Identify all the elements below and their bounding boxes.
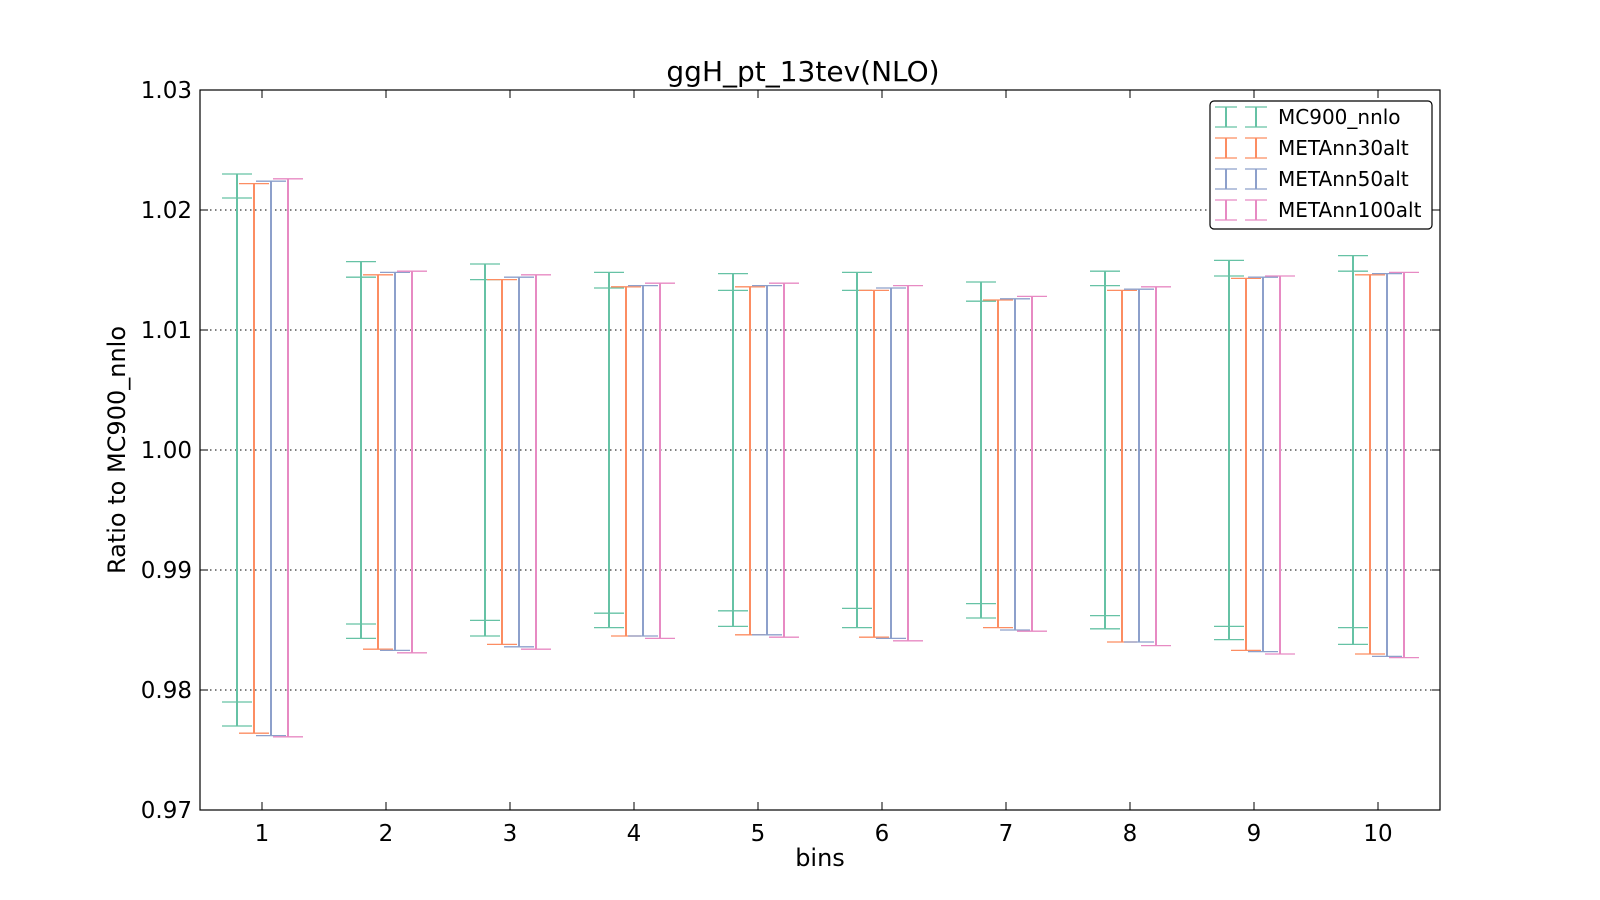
- y-axis-label: Ratio to MC900_nnlo: [103, 326, 131, 574]
- x-tick-label: 9: [1247, 821, 1262, 847]
- y-tick-label: 0.97: [141, 798, 192, 824]
- x-tick-label: 2: [379, 821, 394, 847]
- legend-label: MC900_nnlo: [1278, 105, 1401, 129]
- chart-title: ggH_pt_13tev(NLO): [666, 55, 939, 88]
- x-tick-label: 7: [999, 821, 1014, 847]
- y-tick-label: 0.98: [141, 678, 192, 704]
- legend-label: METAnn30alt: [1278, 136, 1409, 160]
- legend-item: METAnn30alt: [1215, 136, 1409, 160]
- x-tick-label: 3: [503, 821, 518, 847]
- x-tick-label: 5: [751, 821, 766, 847]
- y-tick-label: 1.01: [141, 318, 192, 344]
- grid-lines: [200, 209, 1440, 691]
- legend-item: MC900_nnlo: [1215, 105, 1401, 129]
- x-tick-label: 10: [1363, 821, 1392, 847]
- y-tick-label: 0.99: [141, 558, 192, 584]
- legend-item: METAnn100alt: [1215, 198, 1422, 222]
- legend: MC900_nnlo METAnn30alt METAnn50alt METAnn10…: [1209, 100, 1433, 230]
- x-axis-label: bins: [795, 844, 845, 872]
- legend-frame: [1209, 100, 1433, 230]
- x-tick-label: 1: [255, 821, 270, 847]
- x-tick-label: 8: [1123, 821, 1138, 847]
- y-tick-label: 1.00: [141, 438, 192, 464]
- legend-label: METAnn100alt: [1278, 198, 1422, 222]
- legend-label: METAnn50alt: [1278, 167, 1409, 191]
- error-bars: [222, 173, 1419, 738]
- x-tick-label: 4: [627, 821, 642, 847]
- legend-item: METAnn50alt: [1215, 167, 1409, 191]
- y-tick-label: 1.02: [141, 198, 192, 224]
- axis-ticks: 0.97 0.98 0.99 1.00 1.01 1.02 1.03 1 2 3 4 5 6 7 8 9 10: [141, 78, 1440, 847]
- y-tick-label: 1.03: [141, 78, 192, 104]
- x-tick-label: 6: [875, 821, 890, 847]
